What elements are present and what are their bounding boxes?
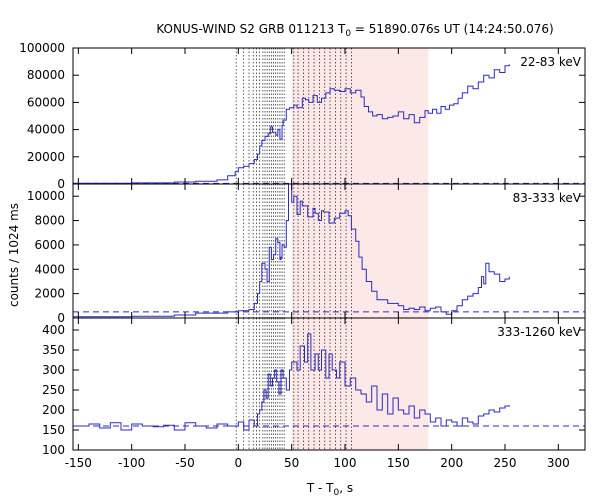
panel-3: 100 150 200 250 300 350 400 -150 -100 -50 0 50 100 15… — [42, 317, 586, 470]
shaded-interval — [291, 48, 429, 184]
x-tick-label: 0 — [235, 456, 243, 470]
y-tick-label: 80000 — [27, 68, 65, 82]
y-tick-label: 4000 — [34, 262, 65, 276]
band-label: 333-1260 keV — [497, 325, 581, 339]
y-tick-label: 100000 — [19, 41, 65, 55]
y-tick-label: 300 — [42, 363, 65, 377]
band-label: 22-83 keV — [520, 55, 582, 69]
y-tick-label: 0 — [57, 177, 65, 191]
y-tick-label: 20000 — [27, 150, 65, 164]
panel-1: 0 20000 40000 60000 80000 100000 22-83 keV — [19, 41, 586, 191]
x-tick-label: 150 — [387, 456, 410, 470]
y-tick-label: 400 — [42, 323, 65, 337]
y-tick-label: 350 — [42, 343, 65, 357]
band-label: 83-333 keV — [513, 191, 582, 205]
x-tick-label: 250 — [494, 456, 517, 470]
x-tick-label: -100 — [118, 456, 145, 470]
y-tick-label: 10000 — [27, 189, 65, 203]
shaded-interval — [291, 318, 429, 450]
y-tick-label: 60000 — [27, 95, 65, 109]
x-tick-label: 100 — [334, 456, 357, 470]
y-tick-label: 40000 — [27, 123, 65, 137]
y-axis-label: counts / 1024 ms — [7, 203, 21, 307]
y-tick-label: 2000 — [34, 287, 65, 301]
series-line — [73, 64, 510, 184]
y-tick-label: 8000 — [34, 214, 65, 228]
x-axis-label: T - T0, s — [306, 481, 353, 498]
y-tick-label: 100 — [42, 443, 65, 457]
y-tick-label: 250 — [42, 383, 65, 397]
series-line — [73, 184, 510, 318]
x-tick-label: -150 — [65, 456, 92, 470]
x-tick-label: -50 — [175, 456, 195, 470]
x-tick-label: 300 — [547, 456, 570, 470]
series-line — [73, 333, 510, 431]
shaded-interval — [291, 184, 429, 318]
x-tick-label: 200 — [440, 456, 463, 470]
x-tick-label: 50 — [284, 456, 299, 470]
y-tick-label: 200 — [42, 403, 65, 417]
chart-title: KONUS-WIND S2 GRB 011213 T0 = 51890.076s… — [156, 22, 553, 39]
y-tick-label: 150 — [42, 423, 65, 437]
y-tick-label: 6000 — [34, 238, 65, 252]
y-tick-label: 0 — [57, 311, 65, 325]
panel-2: 0 2000 4000 6000 8000 10000 83-333 keV — [27, 183, 586, 325]
panel-frame — [72, 317, 586, 451]
